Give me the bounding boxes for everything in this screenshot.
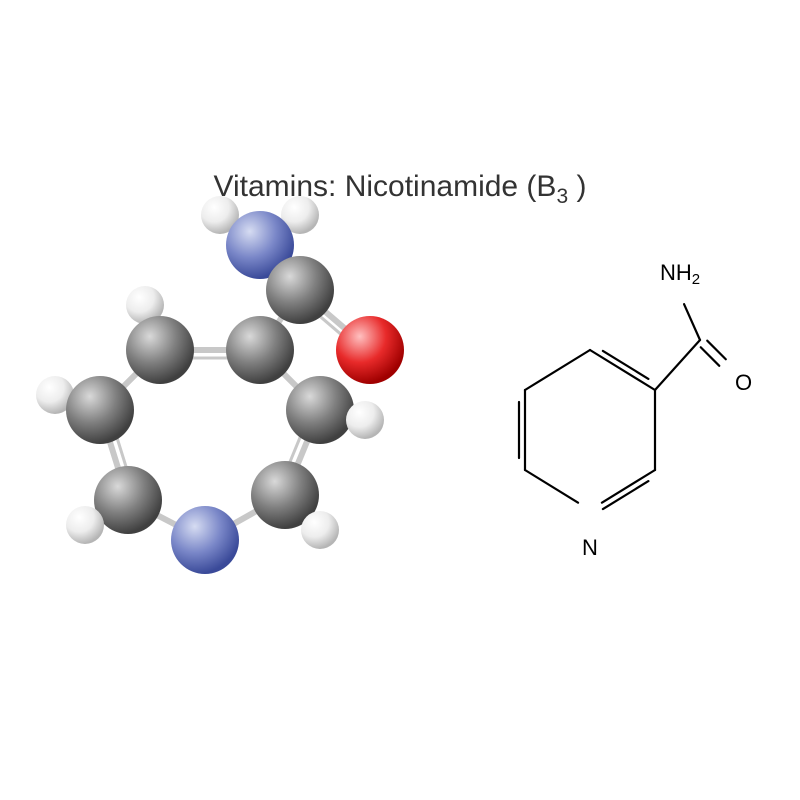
atom-carbon [266, 256, 334, 324]
molecule-diagram: NH2 O N [0, 0, 800, 800]
atom-hydrogen [66, 506, 104, 544]
atom-hydrogen [346, 401, 384, 439]
atom-nitrogen [171, 506, 239, 574]
atom-carbon [66, 376, 134, 444]
atoms-3d [36, 196, 404, 574]
atom-carbon [94, 466, 162, 534]
atom-carbon [226, 316, 294, 384]
label-nh2: NH2 [660, 260, 700, 288]
skeletal-formula: NH2 O N [519, 260, 752, 560]
atom-oxygen [336, 316, 404, 384]
label-o: O [735, 370, 752, 395]
atom-hydrogen [301, 511, 339, 549]
atom-carbon [126, 316, 194, 384]
atom-carbon [286, 376, 354, 444]
label-n: N [582, 535, 598, 560]
